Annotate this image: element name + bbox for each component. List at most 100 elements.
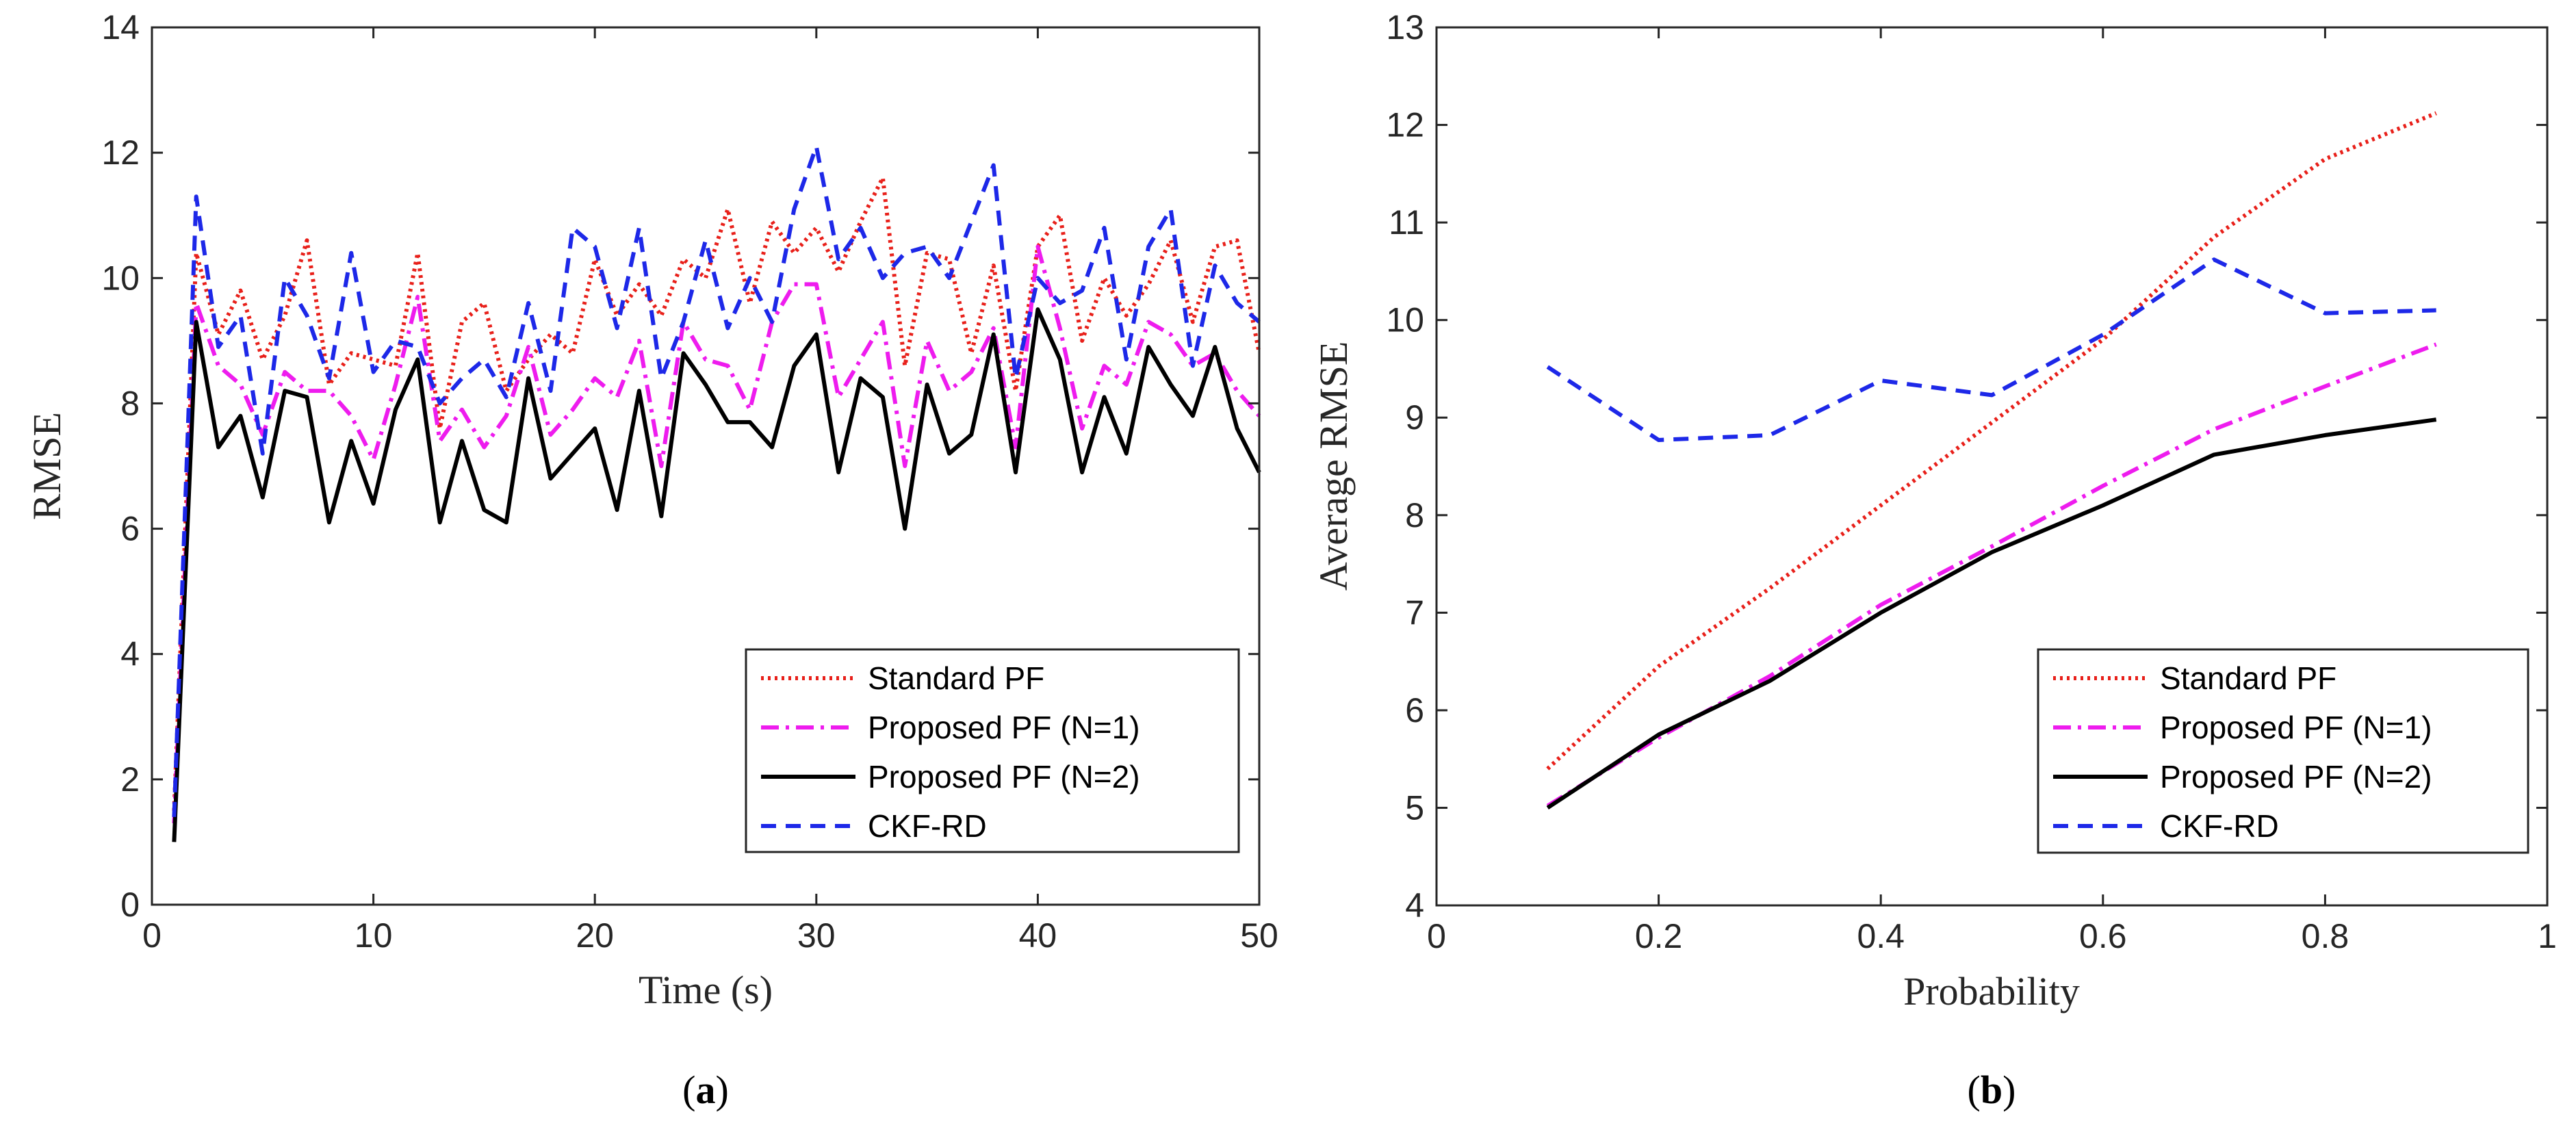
chart-b-series-0-point [2323,157,2327,161]
chart-b-legend-label-1: Proposed PF (N=1) [2160,710,2432,745]
chart-a-series-3-point [725,326,730,331]
chart-b-series-3-point [2101,333,2105,337]
chart-a-series-2-point [969,433,973,437]
chart-a-series-2-point [482,508,486,512]
chart-a-series-1-point [1124,383,1129,387]
chart-b-xtick-label: 1 [2538,917,2557,955]
chart-a-series-2-point [704,383,708,387]
chart-a-series-0-point [903,364,907,368]
chart-a-series-1-point [1235,389,1239,393]
chart-a-series-0-point [460,320,464,324]
chart-a-series-0-point [438,426,442,430]
chart-a-xtick-label: 50 [1240,916,1278,955]
chart-a-series-1-point [571,408,575,412]
chart-a-series-0-point [704,276,708,280]
chart-a-series-1-point [349,414,353,418]
chart-a-series-3-point [792,207,796,211]
chart-b-series-1-point [2101,484,2105,488]
chart-a-series-0-point [372,357,376,361]
chart-b-series-3-point [1768,433,1772,437]
chart-a-series-3-point [1235,301,1239,305]
chart-b-axes-box [1435,26,2549,907]
chart-a-series-2-point [792,364,796,368]
chart-a-series-1-point [1080,426,1084,430]
chart-a-series-3-point [549,389,553,393]
chart-a-series-3-point [349,251,353,255]
chart-a-series-3-point [394,339,398,343]
chart-a-series-3-point [526,301,530,305]
chart-a-series-0-point [1169,238,1173,242]
chart-a-series-2-point [615,508,619,512]
chart-a-series-1-point [194,301,198,305]
chart-b-series-group [1546,111,2438,810]
chart-b-series-2-line [1546,417,2437,810]
chart-b-series-1-point [1879,603,1883,607]
chart-b-ytick-label: 9 [1405,398,1424,437]
chart-a-series-1-point [903,464,907,468]
chart-b: 0 0.2 0.4 0.6 0.8 1 4 5 6 7 8 9 10 11 12 13 Standard PF… [1311,8,2557,1112]
chart-a-series-3-point [881,276,885,280]
chart-a-series-2-point [438,520,442,524]
chart-a-series-0-point [682,257,686,261]
chart-a-series-2-point [725,420,730,424]
chart-a-series-3-point [460,376,464,380]
chart-b-series-1-point [1768,674,1772,678]
chart-a-series-3-point [682,320,686,324]
chart-a-series-1-point [748,408,752,412]
chart-b-series-0-point [2101,337,2105,341]
chart-a-series-0-point [305,238,309,242]
chart-a-series-2-point [504,520,508,524]
chart-a-series-0-point [238,289,242,293]
chart-a-series-0-point [1235,238,1239,242]
chart-a-series-2-point [593,426,597,430]
chart-a-series-1-point [1169,333,1173,337]
chart-a-series-0-point [216,333,220,337]
chart-a-ytick-label: 8 [120,384,140,422]
chart-a-series-1-point [1146,320,1150,324]
chart-a-series-3-point [1014,376,1018,380]
chart-a-series-1-point [637,339,641,343]
chart-a-series-1-point [482,446,486,450]
chart-a-series-0-point [992,263,996,268]
chart-a-series-2-point [1124,452,1129,456]
chart-a-series-3-point [1124,357,1129,361]
chart-b-series-1-point [1990,544,1994,548]
chart-a-series-1-point [305,389,309,393]
chart-a-series-2-point [1103,395,1107,399]
chart-a-series-2-point [881,395,885,399]
chart-a-series-0-point [549,333,553,337]
chart-b-series-3-line [1546,257,2436,442]
chart-a-ytick-label: 4 [120,635,140,673]
chart-b-ytick-label: 7 [1405,593,1424,632]
chart-a-series-3-line [172,144,1261,817]
chart-a-series-2-point [1058,357,1062,361]
chart-b-ytick-label: 13 [1386,8,1424,47]
chart-a-series-3-point [1080,289,1084,293]
chart-a-series-0-point [1146,282,1150,286]
chart-a-series-0-point [725,207,730,211]
chart-b-legend-label-0: Standard PF [2160,660,2336,696]
chart-a-legend-label-0: Standard PF [868,660,1044,696]
chart-a-series-1-point [238,383,242,387]
chart-a-series-3-point [305,313,309,318]
chart-a-series-0-point [194,251,198,255]
chart-b-series-2-point [1879,610,1883,615]
chart-b-series-3-point [1990,393,1994,397]
chart-b-series-0-point [2212,235,2216,240]
chart-a-series-1-point [216,364,220,368]
chart-a-series-0-point [659,313,663,318]
chart-b-series-1-point [2434,342,2438,346]
chart-a-series-1-point [283,370,287,374]
chart-a-series-3-point [216,345,220,349]
chart-b-ytick-label: 11 [1389,203,1424,242]
chart-b-series-2-point [1768,679,1772,683]
chart-a-series-2-point [836,470,840,474]
chart-a-series-1-point [925,339,929,343]
chart-a-series-1-point [394,383,398,387]
chart-a-series-3-point [637,226,641,230]
chart-b-xlabel: Probability [1903,969,2080,1014]
chart-a-series-3-point [194,194,198,198]
chart-a-series-1-point [814,282,819,286]
chart-b-series-0-point [2434,111,2438,115]
chart-b-xtick-label: 0.8 [2302,917,2349,955]
